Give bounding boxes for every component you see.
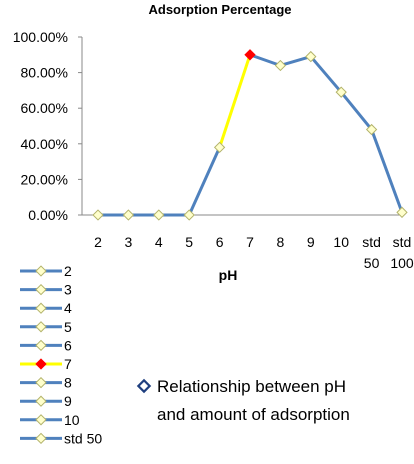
x-tick-label: std	[393, 234, 412, 250]
data-point	[122, 209, 135, 221]
legend-label: 4	[64, 300, 72, 316]
chart-title: Adsorption Percentage	[148, 2, 291, 17]
series-line	[96, 53, 404, 217]
data-point	[305, 50, 317, 63]
legend-marker	[35, 283, 47, 296]
x-tick-label: std	[362, 234, 381, 250]
legend-marker	[35, 432, 47, 445]
series-segment	[187, 145, 222, 217]
x-tick-label: 8	[277, 234, 285, 250]
legend-marker	[35, 376, 47, 389]
data-point	[244, 49, 256, 61]
data-point	[183, 209, 195, 221]
x-axis-label: pH	[219, 267, 238, 283]
x-tick-label: 100	[390, 255, 414, 271]
x-tick-label: 50	[364, 255, 380, 271]
legend-marker	[35, 358, 47, 370]
y-tick-label: 80.00%	[21, 65, 68, 81]
y-tick-label: 100.00%	[13, 29, 68, 45]
series-segment	[339, 90, 374, 132]
series-legend: Relationship between pH and amount of ad…	[136, 377, 350, 424]
series-segment	[309, 55, 343, 94]
x-tick-label: 9	[307, 234, 315, 250]
x-tick-label: 4	[155, 234, 163, 250]
legend-label: 7	[64, 356, 72, 372]
legend-marker	[35, 339, 47, 352]
legend-label: std 50	[64, 430, 102, 446]
legend-marker	[35, 302, 47, 314]
legend-marker	[35, 395, 47, 407]
series-legend-line-1: Relationship between pH	[157, 377, 346, 396]
series-markers	[92, 49, 408, 221]
x-tick-label: 6	[216, 234, 224, 250]
data-point	[335, 86, 347, 98]
x-tick-label: 5	[185, 234, 193, 250]
data-point	[92, 209, 104, 221]
data-point	[365, 123, 378, 136]
data-point	[396, 206, 408, 218]
y-axis-ticks: 0.00% 20.00% 40.00% 60.00% 80.00% 100.00%	[13, 29, 82, 223]
legend-marker	[35, 321, 47, 333]
x-tick-label: 10	[333, 234, 349, 250]
legend-label: 9	[64, 393, 72, 409]
y-tick-label: 0.00%	[28, 207, 68, 223]
y-tick-label: 40.00%	[21, 136, 68, 152]
series-segment	[278, 55, 313, 67]
y-tick-label: 20.00%	[21, 171, 68, 187]
legend-label: 10	[64, 412, 80, 428]
series-legend-marker	[136, 378, 152, 394]
legend-marker	[35, 265, 47, 277]
legend-label: 2	[64, 263, 72, 279]
legend-label: 8	[64, 375, 72, 391]
data-point	[213, 141, 226, 154]
x-tick-label: 7	[246, 234, 254, 250]
x-tick-label: 2	[94, 234, 102, 250]
data-point	[153, 209, 165, 221]
series-segment	[370, 128, 404, 214]
x-axis-ticks: 2 3 4 5 6 7 8 9 10 std 50 std 100	[94, 234, 414, 271]
data-point	[274, 59, 287, 72]
y-tick-label: 60.00%	[21, 100, 68, 116]
legend-marker	[35, 414, 47, 426]
series-legend-line-2: and amount of adsorption	[157, 405, 350, 424]
x-tick-label: 3	[125, 234, 133, 250]
category-legend: 2 3 4 5 6 7 8 9 10 std 50	[20, 263, 102, 446]
legend-label: 5	[64, 319, 72, 335]
legend-label: 3	[64, 282, 72, 298]
series-segment	[248, 53, 282, 67]
series-segment	[218, 53, 252, 149]
legend-label: 6	[64, 337, 72, 353]
